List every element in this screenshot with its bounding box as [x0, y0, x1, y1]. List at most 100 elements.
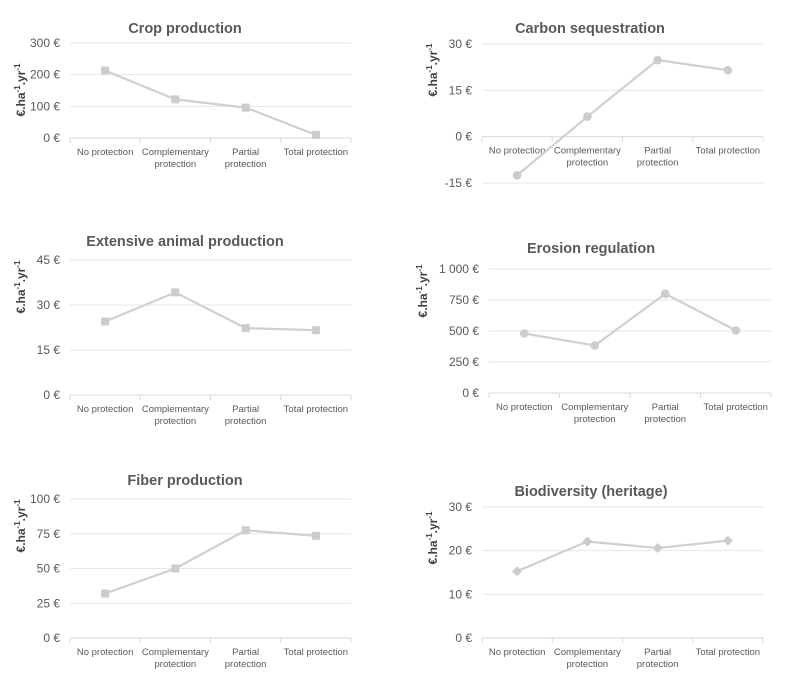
- data-point: [241, 526, 250, 535]
- y-tick-label: 250 €: [449, 355, 479, 369]
- y-tick-label: 1 000 €: [439, 262, 479, 276]
- chart-panel: Erosion regulation €.ha-1.yr-1 0 € 250 € 500…: [399, 229, 798, 458]
- series-line: [104, 291, 316, 332]
- chart-title: Biodiversity (heritage): [514, 484, 667, 500]
- data-point: [311, 326, 320, 335]
- y-tick-label: 500 €: [449, 324, 479, 338]
- y-axis-label: €.ha-1.yr-1: [425, 511, 440, 564]
- data-point: [241, 324, 250, 333]
- y-tick-label: 50 €: [37, 562, 61, 576]
- x-tick-label: Total protection: [696, 146, 760, 157]
- series-line: [516, 539, 728, 573]
- chart-panel: Biodiversity (heritage) €.ha-1.yr-1 0 € 10 …: [399, 458, 798, 687]
- data-point: [101, 589, 110, 598]
- chart-panel: Carbon sequestration €.ha-1.yr-1 -15 € 0 € 1…: [399, 0, 798, 229]
- y-axis-label: €.ha-1.yr-1: [13, 260, 28, 313]
- x-tick-label: Total protection: [284, 147, 348, 158]
- data-point: [660, 289, 670, 299]
- data-point: [723, 65, 733, 75]
- chart-title: Carbon sequestration: [515, 21, 665, 37]
- line-chart: Carbon sequestration €.ha-1.yr-1 -15 € 0 € 1…: [425, 21, 764, 190]
- x-tick-label: No protection: [77, 647, 134, 658]
- y-tick-label: 45 €: [37, 253, 61, 267]
- x-tick-label: Partial protection: [644, 402, 686, 425]
- series-line: [524, 292, 737, 347]
- series-line: [104, 69, 317, 136]
- chart-title: Erosion regulation: [527, 241, 655, 257]
- data-point: [171, 288, 180, 297]
- x-tick-label: No protection: [77, 404, 134, 415]
- y-tick-label: 0 €: [462, 386, 479, 400]
- data-point: [171, 564, 180, 573]
- line-chart: Biodiversity (heritage) €.ha-1.yr-1 0 € 10 …: [425, 484, 764, 670]
- data-point: [512, 170, 522, 180]
- x-tick-label: Partial protection: [637, 647, 679, 670]
- line-chart: Crop production €.ha-1.yr-1 0 € 100 € 200 € 3…: [13, 21, 352, 170]
- x-tick-label: No protection: [496, 402, 553, 413]
- x-tick-label: Partial protection: [637, 146, 679, 169]
- data-point: [311, 531, 320, 540]
- chart-panel: Crop production €.ha-1.yr-1 0 € 100 € 200 € 3…: [0, 0, 399, 229]
- line-chart: Extensive animal production €.ha-1.yr-1 0 …: [13, 234, 352, 427]
- x-tick-label: No protection: [489, 647, 546, 658]
- data-point: [652, 543, 663, 554]
- y-axis-label: €.ha-1.yr-1: [13, 499, 28, 552]
- chart-title: Crop production: [128, 21, 242, 37]
- x-tick-label: Partial protection: [225, 404, 267, 427]
- y-tick-label: 15 €: [449, 83, 473, 97]
- data-point: [311, 130, 320, 139]
- x-tick-label: No protection: [489, 146, 546, 157]
- y-tick-label: 0 €: [455, 130, 472, 144]
- data-point: [722, 535, 733, 546]
- y-tick-label: 750 €: [449, 293, 479, 307]
- y-tick-label: 20 €: [449, 544, 473, 558]
- data-point: [101, 66, 110, 75]
- chart-panel: Fiber production €.ha-1.yr-1 0 € 25 € 50 € 75…: [0, 458, 399, 687]
- y-axis-label: €.ha-1.yr-1: [425, 43, 440, 96]
- x-tick-label: Complementary protection: [554, 647, 621, 670]
- data-point: [519, 329, 529, 338]
- line-chart: Erosion regulation €.ha-1.yr-1 0 € 250 € 500…: [415, 241, 772, 425]
- y-tick-label: -15 €: [445, 176, 473, 190]
- y-tick-label: 30 €: [37, 298, 61, 312]
- y-axis-label: €.ha-1.yr-1: [415, 264, 430, 317]
- x-tick-label: Partial protection: [225, 147, 267, 170]
- y-tick-label: 100 €: [30, 99, 60, 113]
- x-tick-label: Complementary protection: [142, 647, 209, 670]
- x-tick-label: No protection: [77, 147, 134, 158]
- x-tick-label: Total protection: [284, 404, 348, 415]
- y-tick-label: 100 €: [30, 492, 60, 506]
- y-tick-label: 25 €: [37, 596, 61, 610]
- data-point: [590, 341, 600, 350]
- chart-title: Extensive animal production: [86, 234, 283, 250]
- y-axis-label: €.ha-1.yr-1: [13, 63, 28, 116]
- data-point: [241, 103, 250, 112]
- series-line: [104, 529, 316, 595]
- data-point: [582, 536, 593, 547]
- x-tick-label: Total protection: [284, 647, 348, 658]
- y-tick-label: 0 €: [43, 388, 60, 402]
- x-tick-label: Complementary protection: [561, 402, 628, 425]
- x-tick-label: Complementary protection: [554, 146, 621, 169]
- x-tick-label: Total protection: [696, 647, 760, 658]
- x-tick-label: Total protection: [704, 402, 768, 413]
- y-tick-label: 0 €: [455, 631, 472, 645]
- line-chart: Fiber production €.ha-1.yr-1 0 € 25 € 50 € 75…: [13, 473, 352, 670]
- y-tick-label: 30 €: [449, 500, 473, 514]
- y-tick-label: 10 €: [449, 587, 473, 601]
- data-point: [653, 55, 662, 65]
- data-point: [171, 95, 180, 104]
- y-tick-label: 30 €: [449, 37, 473, 51]
- chart-panel: Extensive animal production €.ha-1.yr-1 0 …: [0, 229, 399, 458]
- y-tick-label: 0 €: [43, 631, 60, 645]
- x-tick-label: Complementary protection: [142, 404, 209, 427]
- x-tick-label: Complementary protection: [142, 147, 209, 170]
- y-tick-label: 15 €: [37, 343, 61, 357]
- data-point: [731, 326, 741, 335]
- y-tick-label: 200 €: [30, 68, 60, 82]
- series-line: [516, 58, 729, 177]
- chart-title: Fiber production: [127, 473, 242, 489]
- x-tick-label: Partial protection: [225, 647, 267, 670]
- data-point: [101, 317, 110, 326]
- y-tick-label: 75 €: [37, 527, 61, 541]
